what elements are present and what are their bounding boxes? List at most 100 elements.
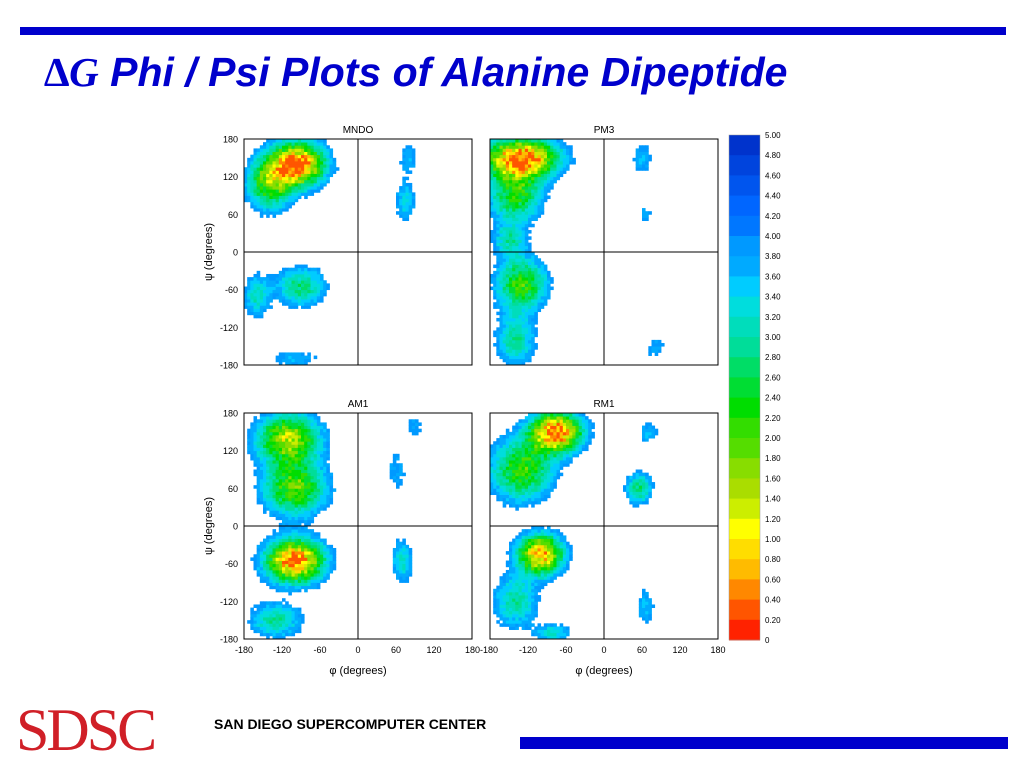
density-cell [266, 429, 270, 433]
density-cell [393, 561, 397, 565]
density-cell [503, 501, 507, 505]
density-cell [330, 570, 334, 574]
density-cell [541, 274, 545, 278]
density-cell [311, 145, 315, 149]
density-cell [493, 183, 497, 187]
density-cell [645, 164, 649, 168]
density-cell [538, 413, 542, 417]
density-cell [269, 205, 273, 209]
density-cell [503, 180, 507, 184]
density-cell [295, 158, 299, 162]
density-cell [519, 230, 523, 234]
density-cell [307, 305, 311, 309]
density-cell [288, 476, 292, 480]
density-cell [295, 448, 299, 452]
density-cell [503, 261, 507, 265]
density-cell [311, 570, 315, 574]
density-cell [541, 476, 545, 480]
density-cell [512, 161, 516, 165]
density-cell [500, 139, 504, 143]
density-cell [522, 426, 526, 430]
density-cell [320, 501, 324, 505]
density-cell [298, 498, 302, 502]
density-cell [301, 454, 305, 458]
density-cell [263, 576, 267, 580]
density-cell [541, 441, 545, 445]
density-cell [273, 205, 277, 209]
density-cell [544, 274, 548, 278]
density-cell [257, 177, 261, 181]
density-cell [553, 485, 557, 489]
density-cell [254, 557, 258, 561]
density-cell [550, 183, 554, 187]
density-cell [276, 466, 280, 470]
density-cell [273, 155, 277, 159]
density-cell [509, 573, 513, 577]
density-cell [276, 482, 280, 486]
density-cell [266, 422, 270, 426]
density-cell [298, 280, 302, 284]
density-cell [244, 290, 248, 294]
density-cell [547, 542, 551, 546]
density-cell [493, 174, 497, 178]
density-cell [490, 460, 494, 464]
density-cell [500, 318, 504, 322]
density-cell [541, 491, 545, 495]
density-cell [550, 170, 554, 174]
density-cell [496, 246, 500, 250]
density-cell [519, 196, 523, 200]
density-cell [276, 498, 280, 502]
density-cell [500, 495, 504, 499]
density-cell [547, 488, 551, 492]
density-cell [569, 161, 573, 165]
density-cell [503, 346, 507, 350]
density-cell [528, 158, 532, 162]
density-cell [295, 164, 299, 168]
density-cell [320, 579, 324, 583]
density-cell [503, 611, 507, 615]
density-cell [257, 441, 261, 445]
density-cell [534, 595, 538, 599]
density-cell [323, 283, 327, 287]
density-cell [254, 604, 258, 608]
density-cell [509, 432, 513, 436]
density-cell [519, 614, 523, 618]
density-cell [295, 457, 299, 461]
density-cell [522, 327, 526, 331]
density-cell [285, 495, 289, 499]
density-cell [317, 177, 321, 181]
density-cell [506, 192, 510, 196]
density-cell [288, 438, 292, 442]
density-cell [509, 161, 513, 165]
density-cell [301, 510, 305, 514]
density-cell [544, 463, 548, 467]
density-cell [500, 598, 504, 602]
density-cell [528, 614, 532, 618]
density-cell [399, 482, 403, 486]
density-cell [525, 155, 529, 159]
density-cell [522, 557, 526, 561]
density-cell [317, 495, 321, 499]
density-cell [282, 517, 286, 521]
density-cell [317, 283, 321, 287]
density-cell [534, 346, 538, 350]
density-cell [333, 564, 337, 568]
density-cell [509, 551, 513, 555]
density-cell [500, 485, 504, 489]
density-cell [269, 208, 273, 212]
density-cell [399, 564, 403, 568]
density-cell [250, 205, 254, 209]
density-cell [503, 199, 507, 203]
density-cell [250, 158, 254, 162]
density-cell [254, 441, 258, 445]
density-cell [563, 567, 567, 571]
density-cell [538, 186, 542, 190]
density-cell [528, 429, 532, 433]
density-cell [304, 451, 308, 455]
density-cell [522, 139, 526, 143]
density-cell [285, 429, 289, 433]
density-cell [636, 158, 640, 162]
density-cell [500, 177, 504, 181]
density-cell [295, 139, 299, 143]
density-cell [493, 470, 497, 474]
